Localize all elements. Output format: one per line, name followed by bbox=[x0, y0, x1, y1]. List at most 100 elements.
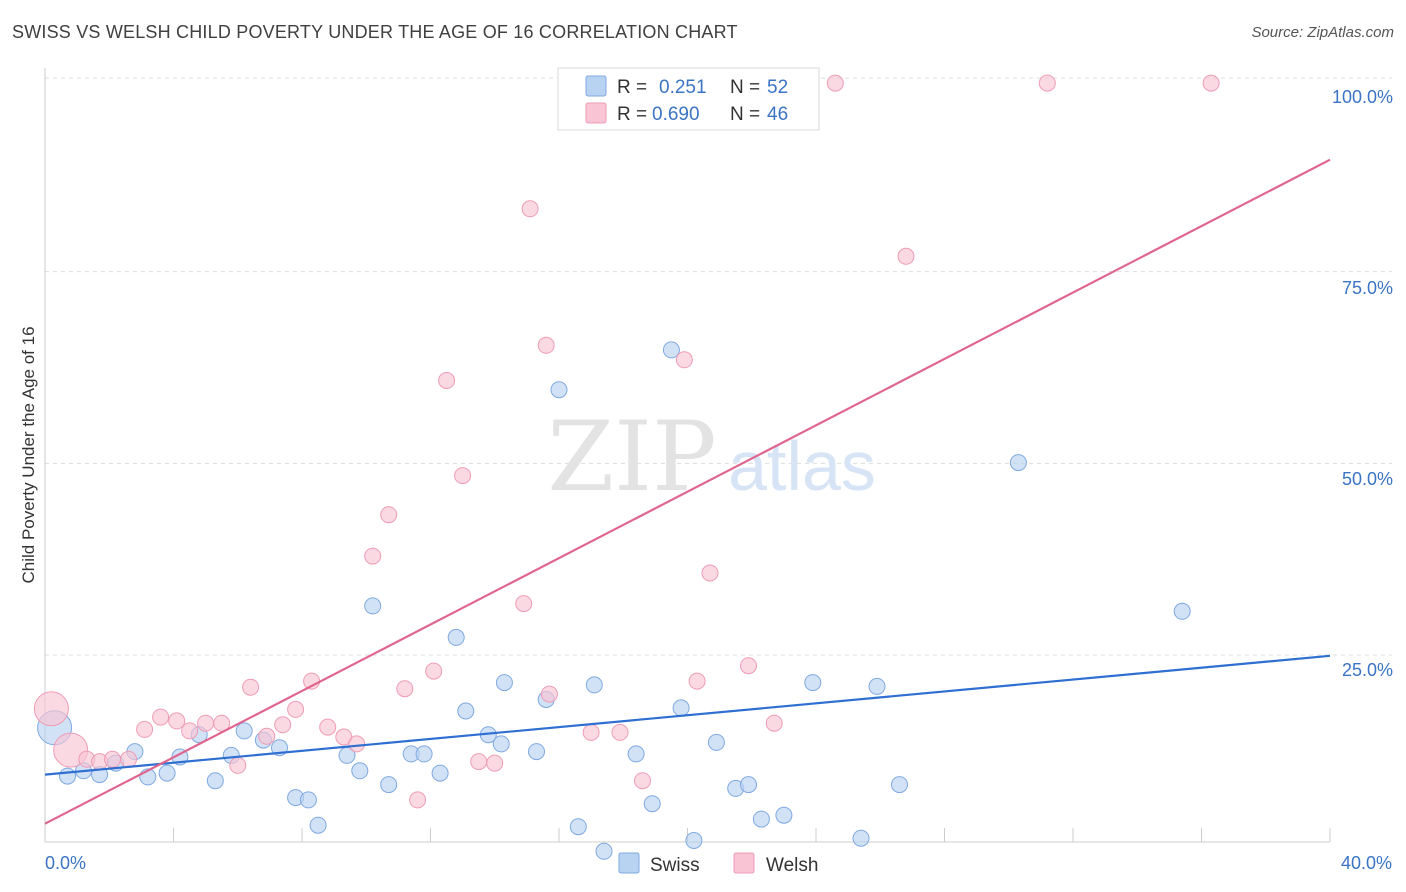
swiss-point bbox=[595, 842, 613, 860]
swiss-point bbox=[299, 791, 317, 809]
swiss-point bbox=[235, 722, 253, 740]
welsh-point bbox=[348, 735, 366, 753]
trend-lines bbox=[44, 158, 1331, 825]
swiss-point bbox=[457, 702, 475, 720]
swiss-point bbox=[740, 776, 757, 794]
bottom-legend-label-swiss: Swiss bbox=[650, 855, 700, 876]
legend-swatch-swiss bbox=[585, 75, 607, 97]
welsh-point bbox=[701, 564, 719, 582]
swiss-point bbox=[380, 776, 398, 794]
welsh-point bbox=[688, 672, 706, 690]
welsh-point bbox=[537, 336, 555, 354]
legend-r-label: R = bbox=[617, 77, 647, 98]
legend-n-label: N = bbox=[730, 104, 760, 125]
swiss-point bbox=[891, 776, 908, 794]
swiss-point bbox=[206, 772, 224, 790]
swiss-point bbox=[662, 341, 680, 359]
swiss-point bbox=[528, 743, 545, 761]
swiss-point bbox=[775, 806, 793, 824]
y-tick-label: 50.0% bbox=[1342, 469, 1393, 489]
welsh-point bbox=[181, 722, 199, 740]
swiss-point bbox=[707, 733, 725, 751]
source-credit: Source: ZipAtlas.com bbox=[1251, 24, 1394, 41]
swiss-point bbox=[495, 674, 513, 692]
legend-r-value-welsh: 0.690 bbox=[652, 104, 700, 125]
legend-r-label: R = bbox=[617, 104, 647, 125]
swiss-point bbox=[550, 381, 568, 399]
swiss-point bbox=[492, 735, 510, 753]
legend-row-welsh: R = 0.690 N = 46 bbox=[585, 102, 788, 125]
grid-lines bbox=[45, 77, 1392, 656]
welsh-point bbox=[364, 547, 382, 565]
swiss-point bbox=[569, 818, 587, 836]
y-tick-label: 75.0% bbox=[1342, 278, 1393, 298]
welsh-point bbox=[274, 716, 292, 734]
welsh-point bbox=[152, 708, 170, 726]
welsh-trend-line bbox=[44, 158, 1331, 825]
x-tick-label-max: 40.0% bbox=[1341, 853, 1392, 873]
welsh-point bbox=[1202, 74, 1220, 92]
welsh-point bbox=[425, 662, 443, 680]
welsh-point bbox=[675, 351, 693, 369]
welsh-point bbox=[396, 680, 414, 698]
welsh-point bbox=[611, 723, 629, 741]
welsh-point bbox=[540, 685, 558, 703]
swiss-point bbox=[431, 764, 449, 782]
swiss-point bbox=[643, 795, 661, 813]
welsh-point bbox=[486, 754, 504, 772]
welsh-point bbox=[120, 750, 137, 768]
welsh-point bbox=[409, 791, 427, 809]
bottom-legend: Swiss Welsh bbox=[618, 852, 818, 876]
legend-n-label: N = bbox=[730, 77, 760, 98]
swiss-point bbox=[672, 699, 690, 717]
welsh-point bbox=[197, 714, 215, 732]
welsh-point bbox=[826, 74, 844, 92]
welsh-point bbox=[319, 718, 337, 736]
welsh-point bbox=[136, 720, 154, 738]
welsh-point bbox=[740, 657, 757, 675]
welsh-point bbox=[242, 678, 260, 696]
y-tick-label: 100.0% bbox=[1332, 87, 1393, 107]
swiss-trend-line bbox=[44, 654, 1331, 776]
swiss-point bbox=[309, 816, 327, 834]
watermark-zip: ZIP bbox=[547, 401, 716, 513]
welsh-point bbox=[634, 772, 651, 790]
swiss-point bbox=[627, 745, 645, 763]
welsh-point bbox=[582, 723, 600, 741]
y-tick-label: 25.0% bbox=[1342, 660, 1393, 680]
welsh-point bbox=[438, 372, 456, 389]
swiss-point bbox=[1173, 602, 1191, 620]
x-tick-label-min: 0.0% bbox=[45, 853, 86, 873]
welsh-point bbox=[380, 506, 398, 524]
bottom-legend-swatch-swiss bbox=[618, 852, 640, 874]
legend-r-value-swiss: 0.251 bbox=[659, 77, 707, 98]
swiss-point bbox=[1009, 454, 1027, 472]
swiss-point bbox=[752, 810, 770, 828]
chart-title: SWISS VS WELSH CHILD POVERTY UNDER THE A… bbox=[12, 22, 738, 42]
swiss-point bbox=[415, 745, 433, 763]
y-axis-label: Child Poverty Under the Age of 16 bbox=[19, 326, 38, 583]
watermark-atlas: atlas bbox=[728, 427, 876, 505]
swiss-point bbox=[685, 832, 703, 849]
x-tick-marks bbox=[173, 828, 1331, 842]
welsh-point bbox=[258, 727, 276, 745]
bottom-legend-label-welsh: Welsh bbox=[766, 855, 818, 876]
swiss-point bbox=[158, 764, 176, 782]
watermark: ZIP atlas bbox=[547, 401, 876, 513]
swiss-point bbox=[868, 677, 886, 695]
welsh-point bbox=[515, 595, 533, 613]
swiss-point bbox=[447, 628, 465, 646]
welsh-point bbox=[229, 756, 247, 774]
legend-row-swiss: R = 0.251 N = 52 bbox=[585, 75, 788, 98]
welsh-point bbox=[1038, 74, 1056, 92]
y-tick-labels: 25.0% 50.0% 75.0% 100.0% bbox=[1332, 87, 1393, 680]
swiss-point bbox=[351, 762, 369, 780]
welsh-point bbox=[104, 750, 121, 768]
welsh-point bbox=[521, 200, 539, 218]
welsh-point bbox=[897, 247, 915, 265]
welsh-point bbox=[168, 712, 186, 730]
swiss-point bbox=[852, 829, 870, 847]
welsh-point bbox=[33, 691, 69, 727]
legend-n-value-welsh: 46 bbox=[767, 104, 788, 125]
